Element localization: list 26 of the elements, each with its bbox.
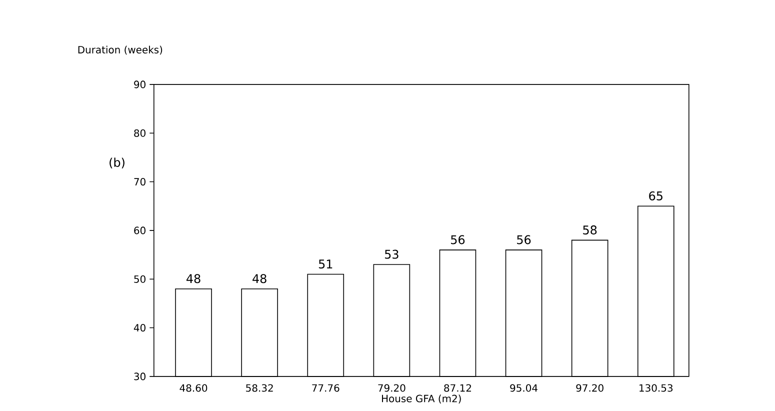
x-tick-label: 87.12 [444,384,471,392]
y-tick-label: 60 [134,226,146,234]
x-tick-label: 77.76 [312,384,340,392]
data-label: 65 [649,191,662,200]
y-axis-title: Duration (weeks) [78,46,162,55]
data-label: 53 [384,250,398,259]
x-tick-label: 79.20 [378,384,406,392]
y-tick-label: 40 [134,324,146,332]
y-tick-label: 50 [134,275,146,283]
data-label: 58 [583,225,597,234]
y-tick-label: 70 [134,178,146,186]
data-label: 56 [517,235,531,244]
y-tick-label: 80 [134,129,146,137]
x-tick-label: 97.20 [576,384,604,392]
data-label: 48 [252,274,266,284]
y-tick-label: 90 [134,80,146,88]
x-axis-title: House GFA (m2) [382,394,461,404]
y-tick-label: 30 [134,372,146,380]
x-tick-label: 130.53 [640,384,673,392]
data-label: 56 [451,235,465,244]
x-tick-label: 48.60 [180,384,208,392]
x-tick-label: 58.32 [246,384,273,392]
text: (b) [110,158,124,168]
data-label: 51 [318,260,332,269]
data-label: 48 [186,274,200,284]
x-tick-label: 95.04 [510,384,538,392]
